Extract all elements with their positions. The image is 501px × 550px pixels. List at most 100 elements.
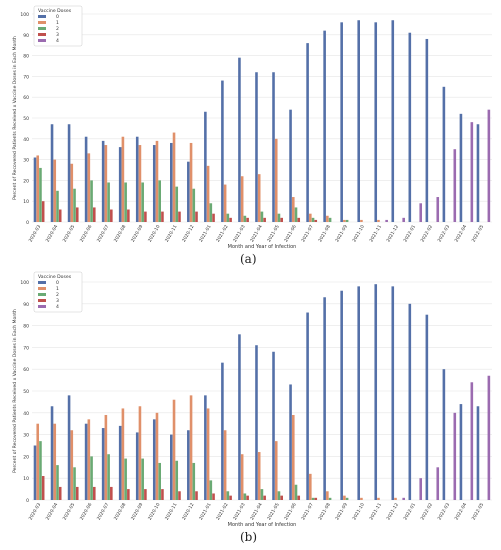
c0-x-tick-label: 2021-06 bbox=[283, 224, 298, 243]
c1-bar-dose-1 bbox=[360, 497, 363, 500]
c0-bar-dose-2 bbox=[294, 207, 298, 222]
c0-bar-dose-3 bbox=[144, 211, 147, 222]
c0-bar-dose-3 bbox=[195, 211, 198, 222]
c1-y-tick-label: 30 bbox=[23, 433, 29, 439]
c1-bar-dose-0 bbox=[170, 434, 173, 500]
c0-bar-dose-3 bbox=[127, 209, 130, 222]
c1-legend-swatch bbox=[38, 287, 46, 290]
c0-bar-dose-3 bbox=[110, 209, 113, 222]
c0-bar-dose-3 bbox=[246, 217, 249, 222]
c0-bar-dose-0 bbox=[204, 111, 207, 222]
c0-bar-dose-4 bbox=[487, 109, 491, 222]
c1-legend-swatch bbox=[38, 305, 46, 308]
c0-bar-dose-0 bbox=[374, 22, 378, 222]
c1-bar-dose-0 bbox=[408, 303, 412, 500]
c0-x-tick-label: 2021-04 bbox=[249, 224, 264, 243]
c0-bar-dose-0 bbox=[170, 142, 173, 222]
c0-y-tick-label: 30 bbox=[23, 158, 29, 164]
c1-bar-dose-0 bbox=[340, 290, 343, 500]
c1-x-tick-label: 2021-06 bbox=[283, 502, 298, 521]
c1-x-tick-label: 2020-03 bbox=[28, 502, 43, 521]
c1-bar-dose-1 bbox=[36, 423, 40, 500]
c1-bar-dose-3 bbox=[178, 491, 181, 500]
c0-bar-dose-1 bbox=[121, 136, 125, 222]
c1-bar-dose-0 bbox=[442, 369, 446, 500]
c1-x-tick-label: 2020-05 bbox=[62, 502, 77, 521]
c0-bar-dose-0 bbox=[84, 136, 88, 222]
c1-bar-dose-1 bbox=[394, 497, 397, 500]
c1-x-tick-label: 2021-03 bbox=[232, 502, 247, 521]
c0-bar-dose-3 bbox=[161, 211, 164, 222]
c0-y-tick-label: 0 bbox=[26, 220, 29, 226]
c0-x-tick-label: 2021-11 bbox=[368, 224, 383, 243]
c0-bar-dose-0 bbox=[340, 22, 343, 222]
c1-bar-dose-2 bbox=[294, 484, 298, 500]
c0-bar-dose-0 bbox=[238, 57, 241, 223]
c1-bar-dose-2 bbox=[107, 454, 110, 500]
c1-y-axis-label: Percent of Recovered Patients Received x… bbox=[12, 309, 18, 473]
c0-x-tick-label: 2020-10 bbox=[147, 224, 162, 243]
c0-bar-dose-0 bbox=[476, 124, 480, 222]
c1-bar-dose-3 bbox=[229, 495, 232, 500]
c1-bar-dose-3 bbox=[127, 489, 130, 500]
c1-bar-dose-2 bbox=[243, 493, 247, 500]
c1-x-tick-label: 2021-04 bbox=[249, 502, 264, 521]
c1-bar-dose-0 bbox=[67, 395, 71, 500]
c0-bar-dose-0 bbox=[272, 72, 275, 223]
c0-x-tick-label: 2022-01 bbox=[402, 224, 417, 243]
c1-y-tick-label: 40 bbox=[23, 411, 29, 417]
c0-y-tick-label: 90 bbox=[23, 33, 29, 39]
c1-bar-dose-3 bbox=[212, 493, 215, 500]
c1-bar-dose-1 bbox=[291, 414, 295, 500]
c1-bar-dose-1 bbox=[104, 414, 108, 500]
c0-bar-dose-1 bbox=[257, 174, 261, 222]
c1-bar-dose-2 bbox=[56, 465, 59, 500]
c1-bar-dose-0 bbox=[238, 334, 241, 500]
c1-bar-dose-2 bbox=[90, 456, 93, 500]
c1-bar-dose-3 bbox=[263, 495, 266, 500]
c1-bar-dose-0 bbox=[255, 345, 258, 500]
c1-legend-entry: 2 bbox=[56, 292, 59, 298]
c0-bar-dose-1 bbox=[274, 138, 278, 222]
c0-x-tick-label: 2021-02 bbox=[215, 224, 230, 243]
c0-x-tick-label: 2021-10 bbox=[351, 224, 366, 243]
c0-bar-dose-2 bbox=[260, 211, 264, 222]
c1-bar-dose-1 bbox=[53, 423, 57, 500]
c1-bar-dose-2 bbox=[209, 480, 213, 500]
c0-legend-swatch bbox=[38, 33, 46, 36]
c1-legend-swatch bbox=[38, 299, 46, 302]
c1-legend-swatch bbox=[38, 281, 46, 284]
c1-bar-dose-0 bbox=[459, 404, 463, 500]
c1-bar-dose-2 bbox=[260, 489, 264, 500]
c1-legend-entry: 0 bbox=[56, 280, 59, 286]
c1-x-tick-label: 2020-08 bbox=[113, 502, 128, 521]
c0-x-tick-label: 2020-09 bbox=[130, 224, 145, 243]
c1-bar-dose-3 bbox=[297, 495, 301, 500]
c1-bar-dose-2 bbox=[277, 491, 281, 500]
c0-bar-dose-0 bbox=[289, 109, 292, 222]
c1-bar-dose-0 bbox=[374, 284, 378, 500]
c0-bar-dose-0 bbox=[221, 80, 224, 222]
c1-bar-dose-1 bbox=[309, 473, 312, 500]
c1-bar-dose-4 bbox=[402, 497, 405, 500]
c0-x-tick-label: 2020-06 bbox=[79, 224, 94, 243]
c1-x-tick-label: 2021-11 bbox=[368, 502, 383, 521]
c0-x-tick-label: 2021-07 bbox=[300, 224, 315, 243]
c1-bar-dose-1 bbox=[206, 408, 210, 500]
c0-bar-dose-2 bbox=[277, 213, 281, 222]
c0-bar-dose-0 bbox=[459, 113, 463, 222]
c1-bar-dose-3 bbox=[246, 495, 249, 500]
c0-bar-dose-1 bbox=[291, 197, 295, 222]
c1-bar-dose-0 bbox=[50, 406, 54, 500]
c0-x-tick-label: 2021-01 bbox=[198, 224, 213, 243]
c0-x-tick-label: 2021-08 bbox=[317, 224, 332, 243]
c0-bar-dose-3 bbox=[263, 217, 266, 222]
c1-bar-dose-3 bbox=[92, 486, 96, 500]
c1-legend-swatch bbox=[38, 293, 46, 296]
c0-bar-dose-2 bbox=[226, 213, 230, 222]
c1-x-tick-label: 2020-12 bbox=[181, 502, 196, 521]
c0-legend-entry: 2 bbox=[56, 26, 59, 32]
c1-bar-dose-2 bbox=[328, 497, 332, 500]
c1-bar-dose-4 bbox=[419, 478, 423, 500]
